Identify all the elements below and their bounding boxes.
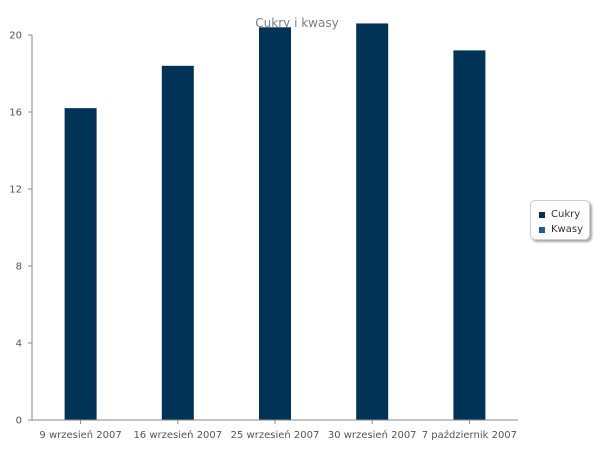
legend-swatch-cukry (539, 211, 545, 218)
legend-item-kwasy: Kwasy (539, 222, 589, 237)
legend: Cukry Kwasy (530, 200, 590, 240)
y-tick-label: 8 (16, 262, 22, 273)
y-tick-label: 4 (16, 339, 22, 350)
y-tick-label: 12 (9, 185, 22, 196)
legend-label-kwasy: Kwasy (551, 224, 583, 235)
x-tick-label: 9 wrzesień 2007 (39, 429, 121, 441)
x-tick-label: 25 wrzesień 2007 (231, 429, 320, 441)
chart-title: Cukry i kwasy (255, 16, 338, 30)
bar-cukry (453, 50, 486, 421)
bars (64, 23, 486, 421)
bar-cukry (161, 65, 194, 421)
legend-label-cukry: Cukry (551, 209, 581, 220)
legend-item-cukry: Cukry (539, 207, 589, 222)
x-axis-ticks: 9 wrzesień 2007 16 wrzesień 2007 25 wrzesi… (39, 420, 517, 441)
y-axis-ticks: 0 4 8 12 16 20 (9, 31, 32, 427)
x-tick-label: 7 październik 2007 (422, 429, 517, 441)
bar-cukry (356, 23, 389, 420)
bar-cukry (64, 108, 97, 421)
y-tick-label: 16 (9, 108, 22, 119)
legend-swatch-kwasy (539, 226, 545, 233)
y-tick-label: 20 (9, 31, 22, 42)
y-tick-label: 0 (16, 416, 22, 427)
bar-cukry (259, 27, 291, 421)
x-tick-label: 16 wrzesień 2007 (133, 429, 222, 441)
x-tick-label: 30 wrzesień 2007 (328, 429, 417, 441)
